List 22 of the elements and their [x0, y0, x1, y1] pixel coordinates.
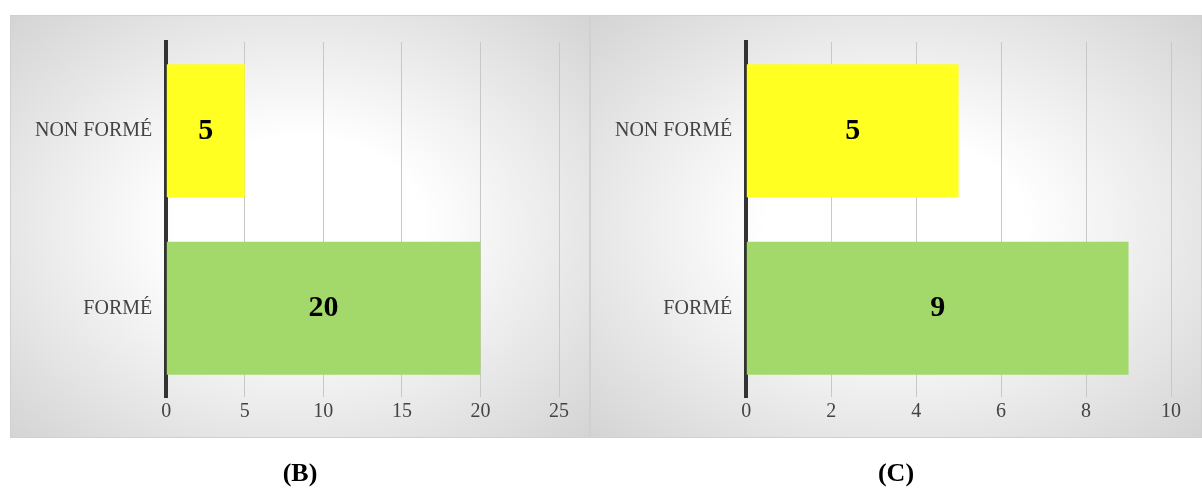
- text: (B): [281, 458, 319, 488]
- x-tick-label: 20: [470, 399, 491, 422]
- x-tick-label: 5: [239, 399, 250, 422]
- x-tick-label: 0: [161, 399, 172, 422]
- y-tick-label: NON FORMÉ: [614, 118, 733, 140]
- x-tick-label: 10: [313, 399, 334, 422]
- x-tick-label: 8: [1081, 399, 1092, 422]
- y-tick-label: FORMÉ: [83, 295, 153, 318]
- x-tick-label: 6: [996, 399, 1007, 422]
- data-label: 20: [308, 289, 339, 322]
- data-label: 5: [198, 111, 214, 145]
- x-tick-label: 10: [1161, 399, 1181, 422]
- x-tick-label: 4: [911, 399, 922, 422]
- data-label: 5: [845, 111, 861, 145]
- y-tick-label: FORMÉ: [663, 295, 733, 318]
- x-tick-label: 15: [391, 399, 412, 422]
- y-tick-label: NON FORMÉ: [34, 118, 153, 140]
- x-tick-label: 2: [826, 399, 837, 422]
- x-tick-label: 0: [741, 399, 752, 422]
- data-label: 9: [930, 289, 946, 322]
- text: (C): [876, 458, 916, 488]
- x-tick-label: 25: [549, 399, 569, 422]
